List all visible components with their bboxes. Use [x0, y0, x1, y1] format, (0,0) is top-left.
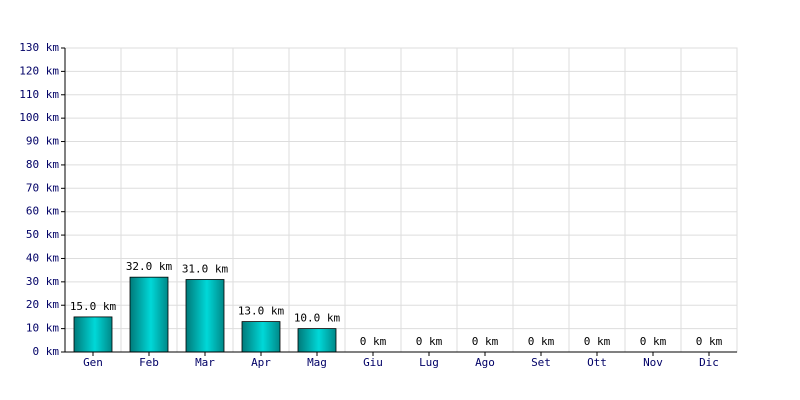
y-tick-label: 30 km [26, 275, 59, 288]
value-label: 0 km [696, 335, 723, 348]
y-tick-label: 20 km [26, 298, 59, 311]
x-tick-label: Mar [195, 356, 215, 369]
x-tick-label: Ott [587, 356, 607, 369]
value-label: 0 km [472, 335, 499, 348]
value-label: 0 km [416, 335, 443, 348]
bar [185, 279, 225, 353]
y-tick-label: 40 km [26, 251, 59, 264]
x-tick-label: Set [531, 356, 551, 369]
y-tick-label: 130 km [19, 41, 59, 54]
x-tick-label: Giu [363, 356, 383, 369]
value-label: 0 km [584, 335, 611, 348]
y-tick-label: 90 km [26, 135, 59, 148]
value-label: 32.0 km [126, 260, 173, 273]
x-tick-label: Nov [643, 356, 663, 369]
bar [241, 321, 281, 353]
bar [73, 316, 113, 353]
value-label: 15.0 km [70, 300, 117, 313]
y-tick-label: 110 km [19, 88, 59, 101]
value-label: 0 km [528, 335, 555, 348]
value-label: 0 km [640, 335, 667, 348]
value-label: 31.0 km [182, 263, 229, 276]
y-tick-label: 80 km [26, 158, 59, 171]
x-tick-label: Lug [419, 356, 439, 369]
x-tick-label: Gen [83, 356, 103, 369]
value-label: 0 km [360, 335, 387, 348]
bar [297, 328, 337, 353]
value-label: 10.0 km [294, 312, 341, 325]
bar [129, 276, 169, 353]
y-tick-label: 100 km [19, 111, 59, 124]
y-tick-label: 70 km [26, 181, 59, 194]
x-tick-label: Feb [139, 356, 159, 369]
x-tick-label: Ago [475, 356, 495, 369]
y-tick-label: 50 km [26, 228, 59, 241]
x-tick-label: Dic [699, 356, 719, 369]
x-tick-label: Apr [251, 356, 271, 369]
y-tick-label: 10 km [26, 322, 59, 335]
value-label: 13.0 km [238, 305, 285, 318]
y-tick-label: 0 km [33, 345, 60, 358]
x-tick-label: Mag [307, 356, 327, 369]
y-tick-label: 60 km [26, 205, 59, 218]
y-tick-label: 120 km [19, 64, 59, 77]
